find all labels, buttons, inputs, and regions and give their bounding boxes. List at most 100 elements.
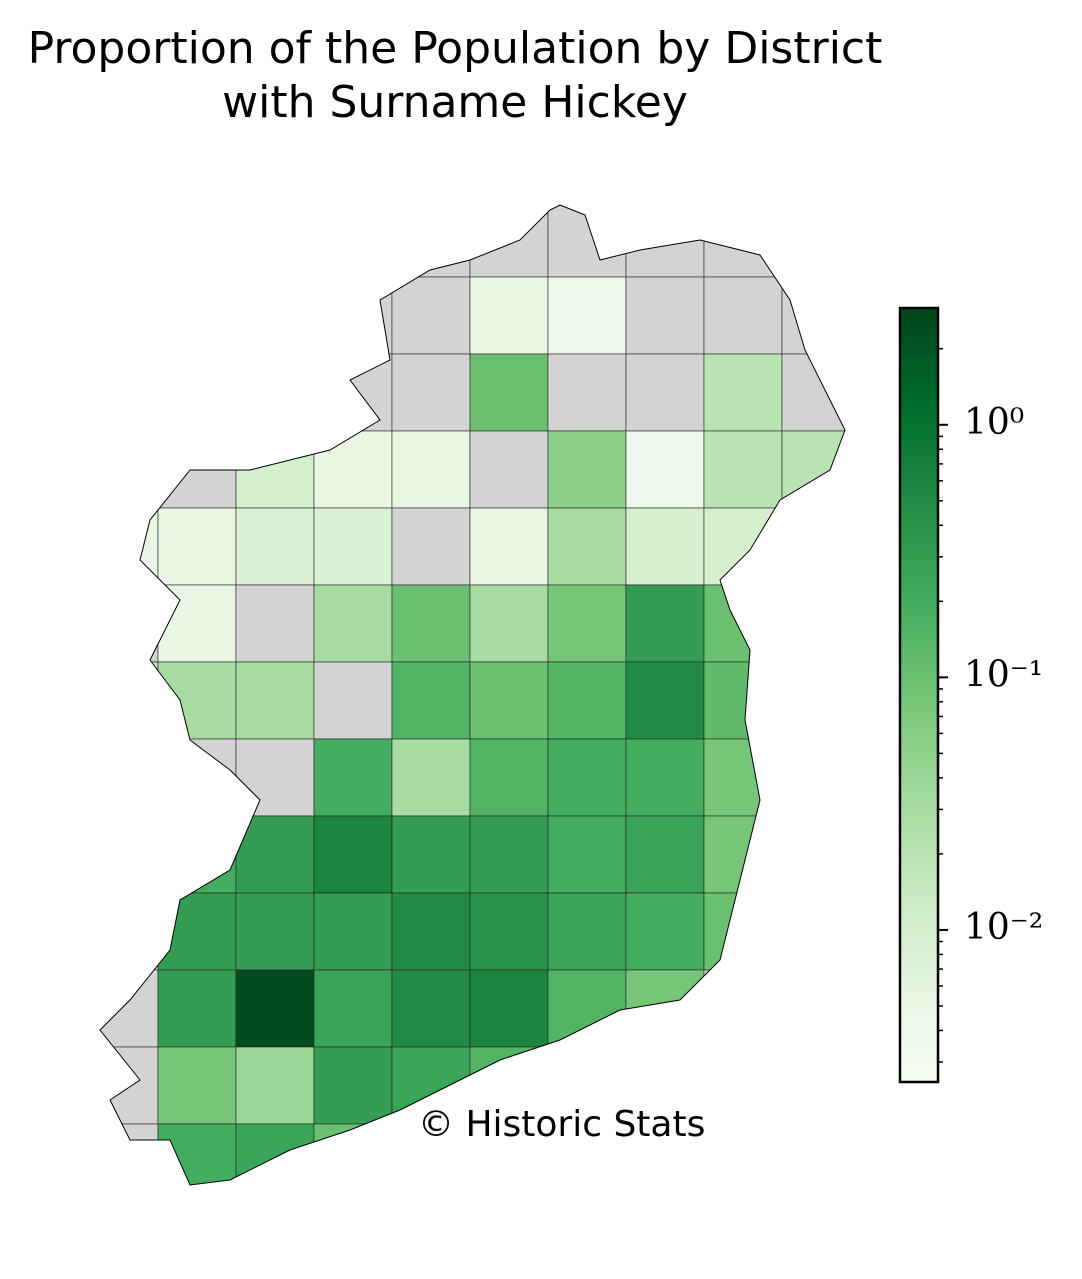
district bbox=[235, 276, 315, 355]
colorbar-frame bbox=[898, 306, 940, 1084]
district bbox=[157, 969, 237, 1048]
district bbox=[391, 276, 471, 355]
district bbox=[703, 584, 783, 663]
district bbox=[391, 892, 471, 971]
district bbox=[469, 276, 549, 355]
district bbox=[703, 738, 783, 817]
district bbox=[625, 353, 705, 432]
district bbox=[469, 205, 549, 278]
credit: © Historic Stats bbox=[418, 1104, 705, 1145]
district bbox=[625, 738, 705, 817]
colorbar bbox=[900, 308, 938, 1082]
district bbox=[235, 815, 315, 894]
district bbox=[547, 969, 627, 1048]
district bbox=[625, 507, 705, 586]
district bbox=[157, 276, 237, 355]
district bbox=[235, 1123, 315, 1185]
district bbox=[391, 815, 471, 894]
district bbox=[157, 661, 237, 740]
district bbox=[781, 892, 845, 971]
district bbox=[547, 276, 627, 355]
district bbox=[313, 507, 393, 586]
district bbox=[157, 815, 237, 894]
district bbox=[391, 661, 471, 740]
district bbox=[235, 584, 315, 663]
district bbox=[469, 661, 549, 740]
district bbox=[157, 1046, 237, 1125]
district bbox=[547, 738, 627, 817]
district bbox=[469, 507, 549, 586]
district bbox=[313, 969, 393, 1048]
district bbox=[547, 205, 627, 278]
district bbox=[157, 584, 237, 663]
district bbox=[235, 1046, 315, 1125]
district bbox=[235, 353, 315, 432]
district bbox=[781, 661, 845, 740]
district bbox=[703, 1046, 783, 1125]
district bbox=[391, 353, 471, 432]
district bbox=[781, 815, 845, 894]
district bbox=[391, 507, 471, 586]
district bbox=[547, 892, 627, 971]
districts bbox=[100, 205, 845, 1185]
district bbox=[391, 205, 471, 278]
district bbox=[313, 738, 393, 817]
district bbox=[625, 430, 705, 509]
district bbox=[703, 276, 783, 355]
district bbox=[625, 276, 705, 355]
district bbox=[547, 507, 627, 586]
colorbar-tick-label: 10⁰ bbox=[964, 402, 1024, 443]
district bbox=[547, 584, 627, 663]
district bbox=[100, 738, 159, 817]
district bbox=[703, 353, 783, 432]
district bbox=[547, 430, 627, 509]
district bbox=[469, 584, 549, 663]
district bbox=[703, 430, 783, 509]
district bbox=[100, 892, 159, 971]
district bbox=[547, 815, 627, 894]
district bbox=[625, 205, 705, 278]
district bbox=[313, 205, 393, 278]
district bbox=[100, 969, 159, 1048]
district bbox=[703, 1123, 783, 1185]
district bbox=[235, 205, 315, 278]
district bbox=[781, 276, 845, 355]
district bbox=[781, 584, 845, 663]
district bbox=[781, 1046, 845, 1125]
district bbox=[391, 969, 471, 1048]
district bbox=[547, 353, 627, 432]
district bbox=[781, 969, 845, 1048]
district bbox=[157, 1123, 237, 1185]
colorbar-ticks: 10⁰ 10⁻¹ 10⁻² bbox=[938, 348, 1043, 1063]
district bbox=[781, 353, 845, 432]
district bbox=[100, 507, 159, 586]
coastline bbox=[99, 204, 846, 1186]
district bbox=[703, 661, 783, 740]
district bbox=[781, 738, 845, 817]
district bbox=[157, 353, 237, 432]
district bbox=[469, 430, 549, 509]
district bbox=[625, 661, 705, 740]
district bbox=[313, 892, 393, 971]
district bbox=[157, 205, 237, 278]
district bbox=[469, 892, 549, 971]
district bbox=[469, 353, 549, 432]
district bbox=[157, 738, 237, 817]
district bbox=[100, 1046, 159, 1125]
district bbox=[100, 430, 159, 509]
district bbox=[469, 969, 549, 1048]
district bbox=[100, 276, 159, 355]
district bbox=[313, 430, 393, 509]
district bbox=[547, 661, 627, 740]
district bbox=[313, 1046, 393, 1125]
district bbox=[313, 584, 393, 663]
district bbox=[100, 584, 159, 663]
district bbox=[157, 892, 237, 971]
district bbox=[703, 969, 783, 1048]
district bbox=[235, 507, 315, 586]
district bbox=[781, 507, 845, 586]
district bbox=[781, 205, 845, 278]
district bbox=[391, 738, 471, 817]
district bbox=[469, 815, 549, 894]
